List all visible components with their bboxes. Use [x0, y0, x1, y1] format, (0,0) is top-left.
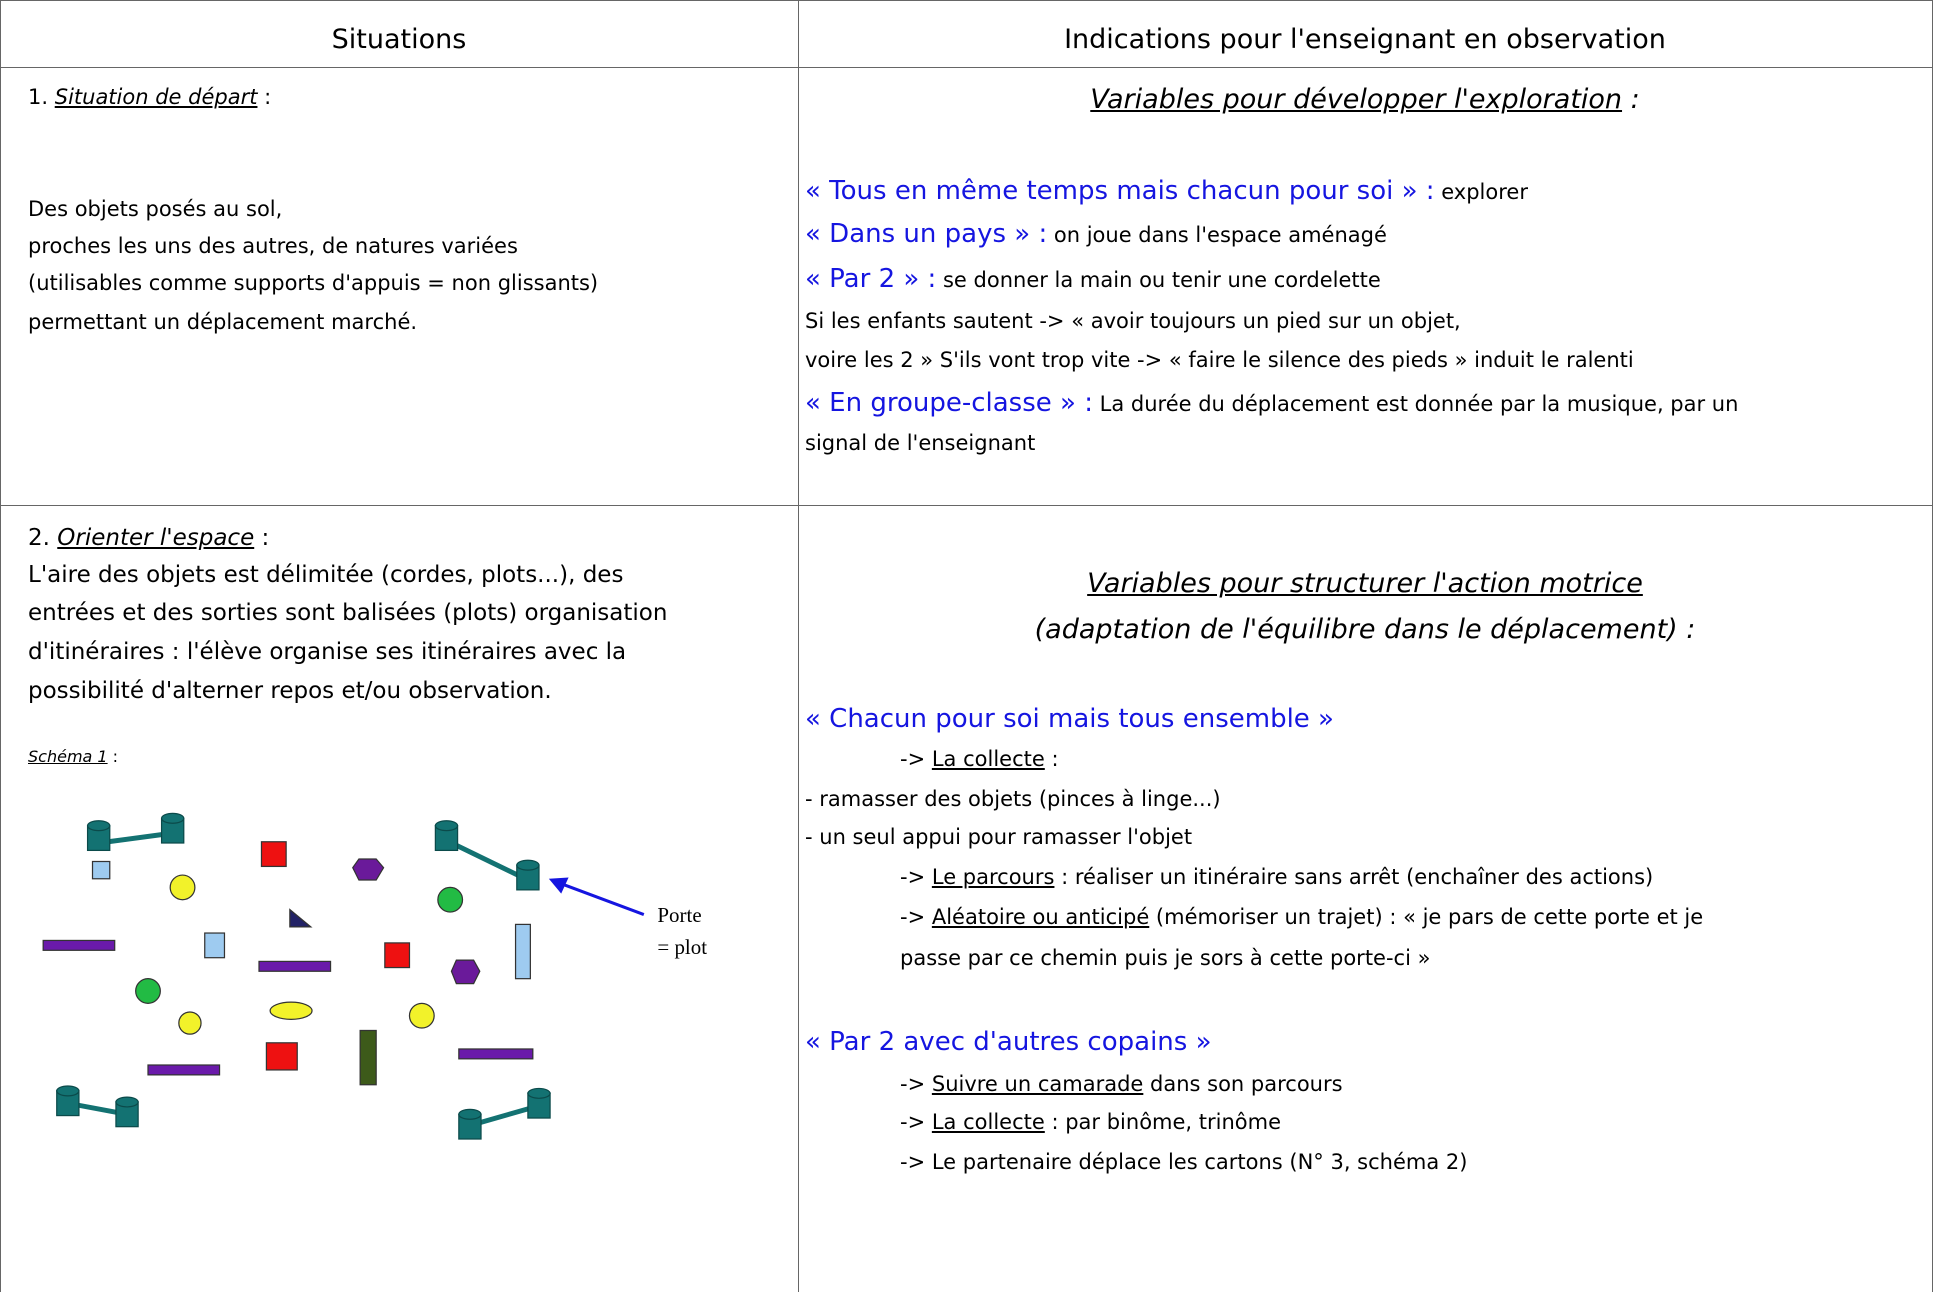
text-line: signal de l'enseignant [805, 431, 1036, 455]
underlined: Suivre un camarade [931, 1072, 1144, 1096]
situation-title: 1. Situation de départ : [28, 87, 271, 108]
blue-text: « Tous en même temps mais chacun pour so… [805, 176, 1435, 206]
heading: Variables pour développer l'exploration … [1090, 86, 1639, 113]
text: La durée du déplacement est donnée par l… [1092, 392, 1739, 416]
schema-label: Schéma 1 : [28, 749, 118, 765]
text-line: « Par 2 » : se donner la main ou tenir u… [805, 266, 1381, 292]
text: -> [900, 1072, 932, 1096]
text-line: -> Le parcours : réaliser un itinéraire … [900, 867, 1653, 888]
number: 1. [28, 85, 49, 109]
text-line: -> La collecte : par binôme, trinôme [900, 1112, 1281, 1133]
title: Situation de départ [54, 85, 258, 109]
text: : [107, 747, 119, 766]
text-line: Si les enfants sautent -> « avoir toujou… [805, 309, 1461, 333]
header-cell: Situations [331, 24, 467, 55]
blue-text: « Dans un pays » : [805, 219, 1048, 249]
text-line: L'aire des objets est délimitée (cordes,… [28, 562, 624, 588]
number: 2. [28, 525, 50, 551]
text-line: -> Suivre un camarade dans son parcours [900, 1074, 1343, 1095]
text-line: voire les 2 » S'ils vont trop vite -> « … [805, 348, 1634, 372]
blue-text: « En groupe-classe » : [805, 388, 1093, 418]
text-line: possibilité d'alterner repos et/ou obser… [28, 678, 552, 704]
text-line: - ramasser des objets (pinces à linge...… [805, 787, 1221, 811]
situation-title: 2. Orienter l'espace : [28, 527, 269, 550]
text: dans son parcours [1143, 1072, 1343, 1096]
text: : [1044, 747, 1059, 771]
border [0, 0, 1, 1292]
text-line: « Dans un pays » : on joue dans l'espace… [805, 221, 1387, 247]
text: explorer [1434, 180, 1528, 204]
text-line: proches les uns des autres, de natures v… [28, 234, 518, 258]
blue-text: « Par 2 » : [805, 264, 937, 294]
text-line: Des objets posés au sol, [28, 197, 283, 221]
diagram-label: = plot [657, 935, 707, 959]
text-line: (utilisables comme supports d'appuis = n… [28, 271, 599, 295]
border [798, 0, 799, 1292]
border [0, 67, 1933, 68]
heading: (adaptation de l'équilibre dans le dépla… [1034, 614, 1696, 645]
text-line: « En groupe-classe » : La durée du dépla… [805, 390, 1738, 416]
text: se donner la main ou tenir une cordelett… [936, 268, 1381, 292]
underlined: Aléatoire ou anticipé [931, 905, 1150, 929]
text-line: permettant un déplacement marché. [28, 310, 418, 334]
header-cell: Indications pour l'enseignant en observa… [1064, 24, 1666, 55]
text: : [1622, 84, 1640, 115]
text: : réaliser un itinéraire sans arrêt (enc… [1054, 865, 1654, 889]
text: -> [900, 747, 932, 771]
underlined: La collecte [931, 747, 1045, 771]
heading: Variables pour structurer l'action motri… [1087, 568, 1643, 599]
text-line: entrées et des sorties sont balisées (pl… [28, 600, 668, 626]
blue-text: « Par 2 avec d'autres copains » [805, 1027, 1212, 1057]
text-line: -> Aléatoire ou anticipé (mémoriser un t… [900, 907, 1703, 928]
text-line: -> La collecte : [900, 749, 1059, 770]
border [0, 505, 1933, 506]
text: on joue dans l'espace aménagé [1047, 223, 1387, 247]
text: -> [900, 865, 932, 889]
border [0, 0, 1933, 1]
text: (mémoriser un trajet) : « je pars de cet… [1149, 905, 1704, 929]
text: -> [900, 905, 932, 929]
text-line: passe par ce chemin puis je sors à cette… [900, 946, 1431, 970]
text-line: d'itinéraires : l'élève organise ses iti… [28, 639, 627, 665]
text: : par binôme, trinôme [1044, 1110, 1282, 1134]
text: -> [900, 1110, 932, 1134]
underlined: Le parcours [931, 865, 1055, 889]
diagram-label: Porte [657, 903, 701, 927]
diagram: Porte = plot [42, 812, 707, 1140]
blue-text: « Chacun pour soi mais tous ensemble » [805, 704, 1334, 734]
text: : [257, 85, 272, 109]
text-line: - un seul appui pour ramasser l'objet [805, 825, 1193, 849]
schema-title: Schéma 1 [28, 747, 108, 766]
text-line: « Tous en même temps mais chacun pour so… [805, 178, 1528, 204]
underlined: La collecte [931, 1110, 1045, 1134]
text-line: -> Le partenaire déplace les cartons (N°… [900, 1150, 1468, 1174]
title: Orienter l'espace [57, 525, 255, 551]
heading-text: Variables pour développer l'exploration [1090, 84, 1623, 115]
text: : [254, 525, 270, 551]
